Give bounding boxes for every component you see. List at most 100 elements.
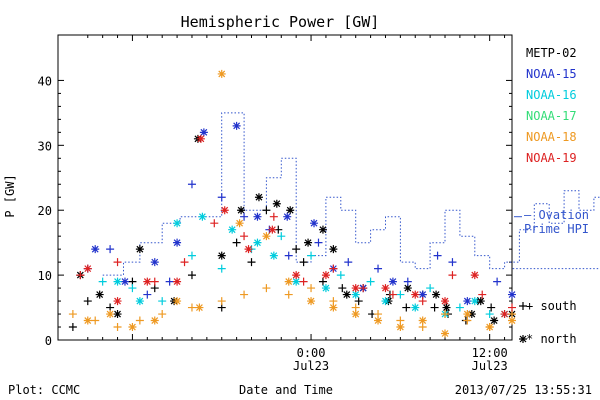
north-marker xyxy=(198,212,207,221)
north-marker xyxy=(411,303,420,312)
south-marker xyxy=(433,251,442,260)
south-marker xyxy=(187,303,196,312)
north-marker xyxy=(321,284,330,293)
south-marker xyxy=(240,232,249,241)
north-marker xyxy=(113,310,122,319)
north-marker xyxy=(199,128,208,137)
north-marker xyxy=(268,225,277,234)
north-marker xyxy=(374,316,383,325)
south-marker xyxy=(292,245,301,254)
south-legend-marker xyxy=(519,302,527,310)
x-tick-label-date: Jul23 xyxy=(472,359,508,373)
north-marker xyxy=(232,121,241,130)
south-marker xyxy=(318,277,327,286)
north-marker xyxy=(508,290,516,299)
y-tick-label: 20 xyxy=(38,204,52,218)
north-marker xyxy=(418,316,427,325)
north-marker xyxy=(286,206,295,215)
south-marker xyxy=(284,290,293,299)
y-tick-label: 40 xyxy=(38,74,52,88)
south-marker xyxy=(307,251,316,260)
south-marker xyxy=(336,271,345,280)
x-tick-label-time: 0:00 xyxy=(297,346,326,360)
north-marker xyxy=(244,245,253,254)
south-marker xyxy=(402,303,411,312)
y-tick-label: 0 xyxy=(45,334,52,348)
north-marker xyxy=(351,284,360,293)
south-marker xyxy=(338,284,347,293)
legend-entry: NOAA-19 xyxy=(526,151,577,165)
south-marker xyxy=(441,310,450,319)
south-marker xyxy=(158,310,167,319)
north-marker xyxy=(106,310,115,319)
south-marker xyxy=(277,232,286,241)
legend-entry: NOAA-17 xyxy=(526,109,577,123)
north-marker xyxy=(351,290,360,299)
north-marker xyxy=(396,323,405,332)
south-marker xyxy=(269,212,278,221)
south-marker xyxy=(98,277,107,286)
north-marker xyxy=(292,277,301,286)
north-marker xyxy=(253,212,262,221)
south-marker xyxy=(83,297,92,306)
south-marker xyxy=(187,271,196,280)
south-marker xyxy=(455,303,464,312)
south-marker xyxy=(187,251,196,260)
legend-entry: NOAA-15 xyxy=(526,67,577,81)
north-marker xyxy=(500,310,509,319)
plot-frame xyxy=(57,34,513,341)
south-marker xyxy=(487,303,496,312)
north-marker xyxy=(253,238,262,247)
south-marker xyxy=(426,284,435,293)
plot-timestamp: 2013/07/25 13:55:31 xyxy=(455,383,592,397)
south-marker xyxy=(143,290,152,299)
north-marker xyxy=(150,258,159,267)
south-marker xyxy=(448,258,457,267)
south-marker xyxy=(396,290,405,299)
north-marker xyxy=(463,297,472,306)
south-marker xyxy=(307,284,316,293)
north-marker xyxy=(83,316,92,325)
south-marker xyxy=(217,297,226,306)
south-marker xyxy=(418,297,427,306)
south-marker xyxy=(68,310,77,319)
south-marker xyxy=(262,284,271,293)
south-marker xyxy=(344,258,353,267)
legend-entry: NOAA-16 xyxy=(526,88,577,102)
south-marker xyxy=(106,245,115,254)
south-marker xyxy=(232,238,241,247)
y-tick-label: 30 xyxy=(38,139,52,153)
x-axis-label: Date and Time xyxy=(239,383,333,397)
south-marker xyxy=(210,219,219,228)
x-tick-label-date: Jul23 xyxy=(293,359,329,373)
south-marker xyxy=(180,258,189,267)
north-marker xyxy=(284,277,293,286)
north-marker xyxy=(441,297,450,306)
north-marker xyxy=(403,284,412,293)
north-marker xyxy=(342,290,351,299)
north-marker xyxy=(508,316,516,325)
north-marker xyxy=(173,238,182,247)
north-marker xyxy=(318,225,327,234)
south-marker xyxy=(247,258,256,267)
north-marker xyxy=(173,277,182,286)
y-tick-label: 10 xyxy=(38,269,52,283)
y-axis-label: P [GW] xyxy=(3,174,17,217)
north-marker xyxy=(113,277,122,286)
plot-area: 0102030400:00Jul2312:00Jul230:00Jul2412:… xyxy=(38,34,600,373)
north-marker xyxy=(135,297,144,306)
north-marker xyxy=(254,193,263,202)
south-marker xyxy=(158,297,167,306)
chart-title: Hemispheric Power [GW] xyxy=(181,13,380,31)
south-marker xyxy=(135,316,144,325)
north-marker xyxy=(476,297,485,306)
south-marker xyxy=(240,290,249,299)
north-marker xyxy=(196,134,205,143)
south-marker xyxy=(485,310,494,319)
south-marker xyxy=(187,180,196,189)
north-marker xyxy=(329,303,338,312)
north-marker xyxy=(235,219,244,228)
north-marker xyxy=(237,206,246,215)
north-marker xyxy=(292,271,301,280)
